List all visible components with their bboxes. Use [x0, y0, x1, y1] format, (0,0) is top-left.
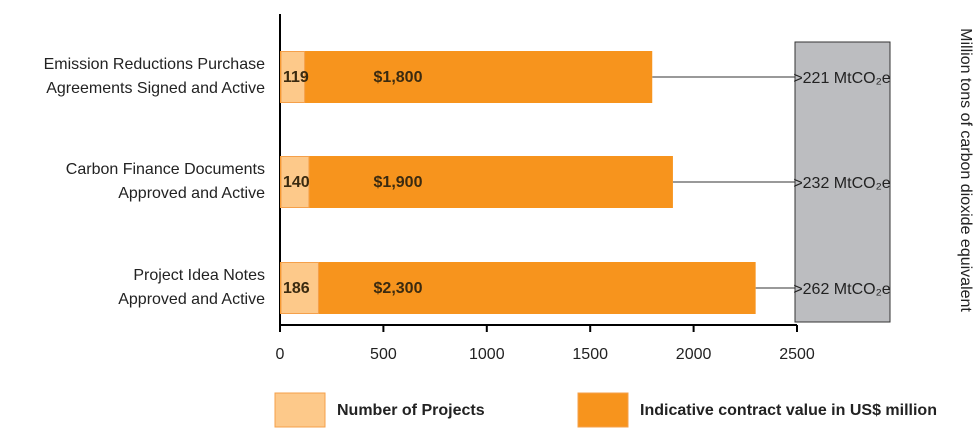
- category-label: Approved and Active: [118, 185, 265, 202]
- x-tick-label: 1500: [572, 346, 608, 363]
- bar: [280, 51, 306, 103]
- category-label: Emission Reductions Purchase: [44, 56, 266, 73]
- data-label: 186: [283, 280, 310, 297]
- y2-axis-label: Million tons of carbon dioxide equivalen…: [957, 28, 974, 312]
- annotation: >221 MtCO₂e: [793, 70, 890, 87]
- x-tick-label: 1000: [469, 346, 505, 363]
- data-label: 140: [283, 174, 310, 191]
- x-tick-label: 2500: [779, 346, 815, 363]
- data-label: $1,900: [374, 174, 423, 191]
- category-label: Approved and Active: [118, 291, 265, 308]
- bar: [280, 262, 319, 314]
- bar: [280, 156, 673, 208]
- data-label: $2,300: [374, 280, 423, 297]
- annotation-box: [794, 41, 891, 323]
- legend-label: Indicative contract value in US$ million: [640, 402, 937, 419]
- bar: [280, 51, 653, 103]
- bar: [280, 156, 310, 208]
- x-tick-label: 0: [276, 346, 285, 363]
- legend-swatch: [274, 392, 326, 428]
- data-label: 119: [283, 69, 309, 86]
- category-label: Carbon Finance Documents: [66, 161, 265, 178]
- x-tick-label: 500: [370, 346, 397, 363]
- legend-label: Number of Projects: [337, 402, 485, 419]
- data-label: $1,800: [374, 69, 423, 86]
- annotation: >232 MtCO₂e: [793, 175, 890, 192]
- bar: [280, 262, 756, 314]
- category-label: Agreements Signed and Active: [46, 80, 265, 97]
- x-tick-label: 2000: [676, 346, 712, 363]
- category-label: Project Idea Notes: [133, 267, 265, 284]
- annotation: >262 MtCO₂e: [793, 281, 890, 298]
- legend-swatch: [577, 392, 629, 428]
